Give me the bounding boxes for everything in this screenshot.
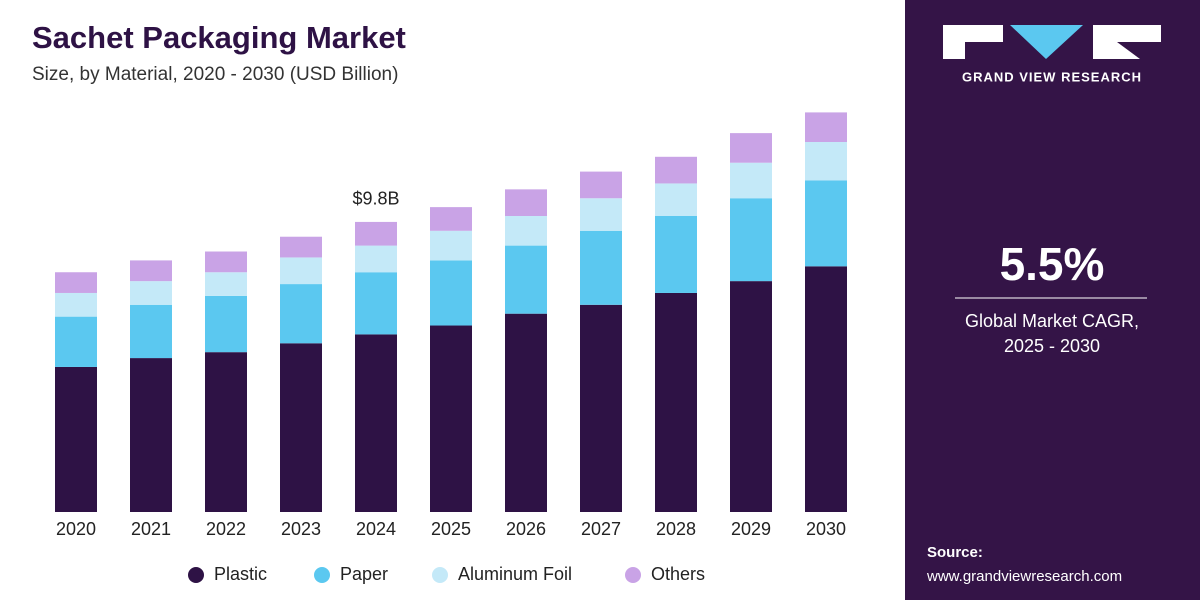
bar-segment: [805, 142, 847, 181]
x-tick-label: 2021: [131, 519, 171, 539]
bar-segment: [55, 272, 97, 293]
bar-segment: [205, 272, 247, 296]
source-url: www.grandviewresearch.com: [926, 568, 1122, 585]
x-tick-label: 2022: [206, 519, 246, 539]
bar-segment: [130, 358, 172, 512]
x-tick-label: 2023: [281, 519, 321, 539]
bar-segment: [505, 189, 547, 216]
cagr-label: Global Market CAGR,: [965, 311, 1139, 331]
bar-segment: [655, 156, 697, 184]
legend-swatch: [625, 567, 641, 583]
sidebar: GRAND VIEW RESEARCH 5.5% Global Market C…: [905, 0, 1200, 600]
bar-segment: [430, 260, 472, 326]
legend-swatch: [432, 567, 448, 583]
bar-segment: [130, 260, 172, 282]
legend-swatch: [188, 567, 204, 583]
bar-segment: [355, 272, 397, 335]
x-tick-label: 2028: [656, 519, 696, 539]
x-tick-label: 2020: [56, 519, 96, 539]
bar-segment: [430, 325, 472, 512]
bar-segment: [205, 251, 247, 273]
chart-title: Sachet Packaging Market: [32, 20, 406, 55]
bar-segment: [355, 221, 397, 246]
bar-segment: [280, 236, 322, 258]
x-tick-label: 2029: [731, 519, 771, 539]
bar-segment: [580, 230, 622, 305]
cagr-label: 2025 - 2030: [1004, 336, 1100, 356]
bar-segment: [580, 304, 622, 512]
legend-label: Plastic: [214, 564, 267, 584]
bar-segment: [55, 316, 97, 367]
legend-label: Aluminum Foil: [458, 564, 572, 584]
bar-segment: [655, 183, 697, 216]
cagr-value: 5.5%: [1000, 238, 1105, 290]
logo-cut: [965, 42, 1003, 59]
bar-segment: [130, 304, 172, 359]
bar-segment: [580, 171, 622, 199]
bar-segment: [280, 284, 322, 344]
bar-segment: [730, 133, 772, 163]
sidebar-art: GRAND VIEW RESEARCH 5.5% Global Market C…: [926, 25, 1161, 585]
bar-segment: [55, 292, 97, 317]
bar-segment: [655, 216, 697, 293]
chart-subtitle: Size, by Material, 2020 - 2030 (USD Bill…: [32, 64, 398, 85]
logo: [943, 25, 1161, 59]
bar-segment: [280, 343, 322, 512]
logo-cut: [1117, 42, 1161, 59]
legend-label: Paper: [340, 564, 388, 584]
bar-segment: [505, 245, 547, 314]
bar-segment: [280, 257, 322, 285]
brand: GRAND VIEW RESEARCH: [962, 69, 1142, 84]
bar-segment: [730, 198, 772, 282]
bar-segment: [430, 207, 472, 231]
x-tick-label: 2030: [806, 519, 846, 539]
bar-segment: [730, 281, 772, 512]
bar-segment: [805, 266, 847, 512]
bar-segment: [505, 313, 547, 512]
annotation: $9.8B: [352, 189, 399, 209]
bar-segment: [205, 295, 247, 353]
x-tick-label: 2025: [431, 519, 471, 539]
bar-segment: [655, 292, 697, 512]
bar-segment: [730, 162, 772, 199]
legend-label: Others: [651, 564, 705, 584]
bar-segment: [505, 216, 547, 246]
x-tick-label: 2027: [581, 519, 621, 539]
x-tick-label: 2024: [356, 519, 396, 539]
legend-swatch: [314, 567, 330, 583]
chart: Sachet Packaging Market Size, by Materia…: [32, 20, 847, 584]
bar-segment: [130, 281, 172, 305]
bar-segment: [355, 245, 397, 273]
bar-segment: [805, 112, 847, 142]
logo-triangle: [1010, 25, 1083, 59]
bar-segment: [205, 352, 247, 512]
bar-segment: [55, 366, 97, 512]
bar-segment: [580, 198, 622, 231]
source-label: Source:: [927, 544, 983, 561]
x-tick-label: 2026: [506, 519, 546, 539]
bar-segment: [430, 230, 472, 261]
bar-segment: [805, 180, 847, 267]
bar-segment: [355, 334, 397, 512]
